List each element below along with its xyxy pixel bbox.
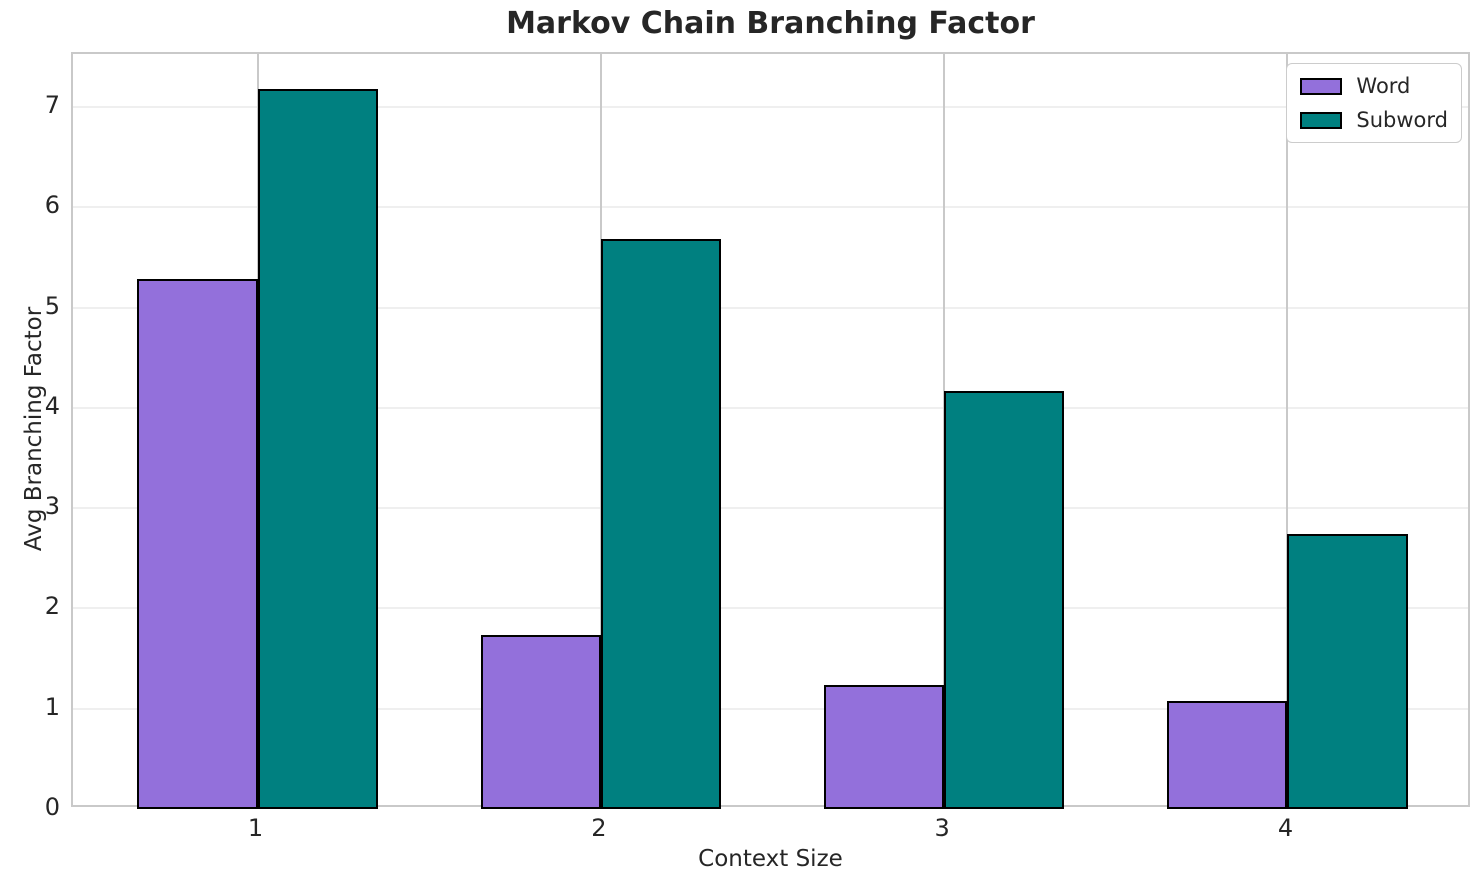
horizontal-gridline [73,406,1468,409]
x-tick-label: 1 [247,814,264,842]
bar-subword-2 [600,239,721,809]
y-tick-label: 4 [44,391,60,420]
bar-word-1 [137,278,258,809]
y-tick-label: 2 [44,592,60,621]
bar-subword-1 [257,89,378,809]
legend-entry-subword: Subword [1300,107,1448,133]
plot-area [71,52,1470,809]
bar-subword-4 [1287,534,1408,809]
y-tick-label: 1 [44,692,60,721]
legend-entry-word: Word [1300,73,1448,99]
legend-swatch-word [1300,77,1343,95]
y-tick-label: 6 [44,191,60,220]
vertical-gridline [1286,54,1289,805]
legend-label-word: Word [1356,74,1411,98]
legend-swatch-subword [1300,111,1343,129]
legend: Word Subword [1286,63,1462,143]
bar-word-2 [480,634,601,809]
y-tick-label: 7 [44,91,60,120]
y-tick-label: 5 [44,291,60,320]
y-tick-label: 3 [44,492,60,521]
horizontal-gridline [73,106,1468,109]
bar-subword-3 [944,390,1065,809]
horizontal-gridline [73,306,1468,309]
chart-title: Markov Chain Branching Factor [506,6,1035,41]
bar-word-4 [1167,700,1288,809]
horizontal-gridline [73,507,1468,510]
x-tick-label: 3 [934,814,950,842]
horizontal-gridline [73,607,1468,610]
horizontal-gridline [73,707,1468,710]
bar-word-3 [823,684,945,809]
x-tick-label: 2 [591,814,607,842]
x-tick-label: 4 [1277,814,1294,842]
x-axis-label: Context Size [698,846,843,872]
legend-label-subword: Subword [1356,108,1448,132]
horizontal-gridline [73,206,1468,209]
y-tick-label: 0 [44,793,60,821]
